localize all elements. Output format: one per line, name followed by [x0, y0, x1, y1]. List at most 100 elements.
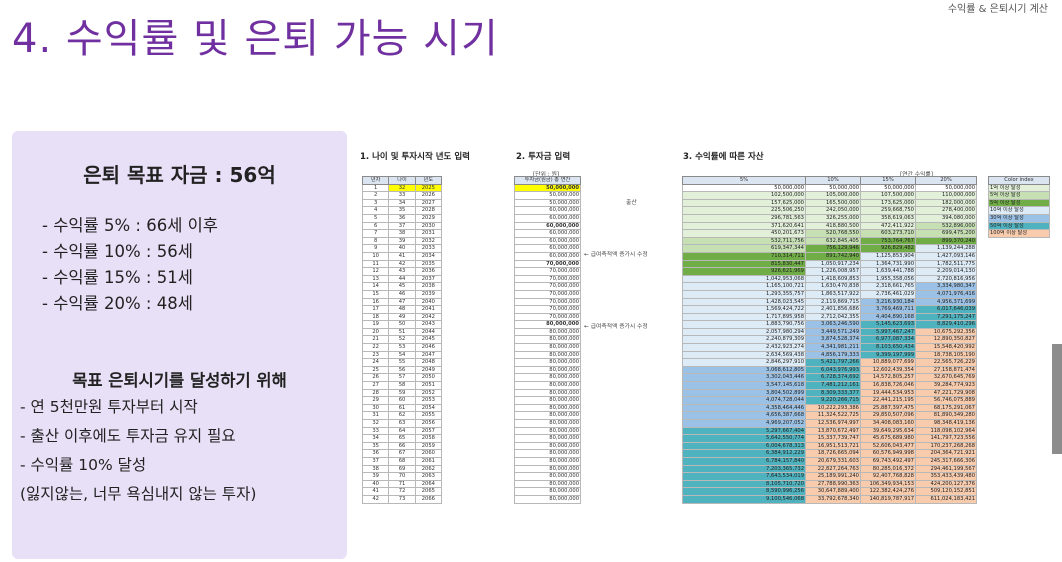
- table-row: 6,384,912,229 18,726,665,094 60,576,949,99…: [682, 449, 977, 458]
- age-cell: 60: [388, 396, 416, 405]
- table-row: 80,000,000: [514, 403, 581, 413]
- year-index-cell: 21: [361, 335, 390, 345]
- calendar-year-cell: 2045: [414, 335, 443, 345]
- asset-cell: 118,098,102,964: [915, 426, 977, 436]
- table-row: 50,000,000: [514, 191, 581, 200]
- investment-cell: 80,000,000: [514, 411, 581, 420]
- asset-cell: 4,071,976,416: [915, 289, 977, 299]
- table-row: 13 44 2037: [361, 274, 443, 284]
- asset-cell: 1,364,731,990: [860, 259, 916, 269]
- table-row: 33 64 2057: [361, 426, 443, 436]
- table-row: 80,000,000: [514, 388, 581, 398]
- age-cell: 62: [388, 411, 416, 420]
- table-row: 10 41 2034: [361, 251, 443, 261]
- asset-cell: 394,080,000: [915, 213, 977, 223]
- table-row: 80,000,000: [514, 373, 581, 383]
- asset-cell: 1,639,441,788: [860, 267, 916, 276]
- calendar-year-cell: 2050: [414, 373, 443, 383]
- plan-title: 목표 은퇴시기를 달성하기 위해: [72, 371, 287, 390]
- table-row: 25 56 2049: [361, 365, 443, 375]
- plan-item: - 수익률 10% 달성: [20, 456, 147, 474]
- year-index-cell: 41: [361, 487, 390, 496]
- table-row: 4 35 2028: [361, 206, 443, 215]
- asset-cell: 3,302,043,446: [682, 373, 806, 383]
- table-row: 5,642,550,774 15,337,739,747 45,675,689,98…: [682, 434, 977, 443]
- asset-cell: 170,237,268,268: [915, 441, 977, 451]
- calendar-year-cell: 2052: [414, 388, 443, 398]
- asset-cell: 182,000,000: [915, 198, 977, 208]
- asset-cell: 358,619,063: [860, 213, 916, 223]
- investment-cell: 80,000,000: [514, 426, 581, 436]
- asset-cell: 4,856,179,333: [805, 350, 861, 360]
- asset-cell: 371,620,641: [682, 221, 806, 231]
- age-col-header: 년차: [361, 176, 390, 185]
- investment-cell: 80,000,000: [514, 343, 581, 352]
- legend-row: 50억 이상 달성: [988, 221, 1050, 231]
- table-row: 80,000,000: [514, 426, 581, 436]
- table-row: 619,347,344 756,129,946 926,829,482 1,139,2…: [682, 244, 977, 253]
- asset-cell: 12,602,439,354: [860, 365, 916, 375]
- table-row: 17 48 2041: [361, 305, 443, 314]
- age-cell: 53: [388, 343, 416, 352]
- table-row: 22 53 2046: [361, 343, 443, 352]
- asset-cell: 603,273,710: [860, 229, 916, 238]
- year-index-cell: 9: [361, 244, 390, 253]
- table-row: 1,293,355,757 1,863,517,922 2,736,461,029 4…: [682, 289, 977, 299]
- year-index-cell: 6: [361, 221, 390, 231]
- year-index-cell: 39: [361, 472, 390, 481]
- calendar-year-cell: 2053: [414, 396, 443, 405]
- asset-cell: 10,889,077,699: [860, 358, 916, 367]
- asset-cell: 1,863,517,922: [805, 289, 861, 299]
- table-row: 37 68 2061: [361, 456, 443, 466]
- asset-cell: 4,956,371,699: [915, 297, 977, 307]
- asset-cell: 20,679,331,603: [805, 456, 861, 466]
- age-cell: 36: [388, 213, 416, 223]
- asset-cell: 1,782,511,775: [915, 259, 977, 269]
- asset-cell: 242,050,000: [805, 206, 861, 215]
- investment-cell: 80,000,000: [514, 403, 581, 413]
- table-row: 30 61 2054: [361, 403, 443, 413]
- slide-title: 4. 수익률 및 은퇴 가능 시기: [12, 16, 499, 62]
- table-row: 1,042,953,068 1,418,609,853 1,955,358,056 2…: [682, 274, 977, 284]
- asset-cell: 2,119,869,715: [805, 297, 861, 307]
- plan-item: (잃지않는, 너무 욕심내지 않는 투자): [20, 485, 257, 503]
- asset-cell: 1,955,358,056: [860, 274, 916, 284]
- age-cell: 52: [388, 335, 416, 345]
- asset-cell: 92,407,768,828: [860, 472, 916, 481]
- section-assets-title: 3. 수익률에 따른 자산: [683, 152, 764, 162]
- investment-cell: 60,000,000: [514, 213, 581, 223]
- table-row: 80,000,000: [514, 456, 581, 466]
- asset-cell: 173,625,000: [860, 198, 916, 208]
- table-row: 926,621,969 1,226,008,957 1,639,441,788 2,2…: [682, 267, 977, 276]
- calendar-year-cell: 2025: [414, 183, 443, 193]
- year-index-cell: 42: [361, 494, 390, 504]
- asset-cell: 2,401,856,686: [805, 305, 861, 314]
- table-row: 50,000,000: [514, 198, 581, 208]
- investment-cell: 60,000,000: [514, 236, 581, 246]
- year-index-cell: 17: [361, 305, 390, 314]
- table-row: 6,784,157,840 20,679,331,603 69,743,492,49…: [682, 456, 977, 466]
- age-cell: 68: [388, 456, 416, 466]
- note-birth: 출산: [626, 200, 637, 206]
- asset-cell: 9,399,197,999: [860, 350, 916, 360]
- asset-cell: 22,441,215,195: [860, 396, 916, 405]
- calendar-year-cell: 2035: [414, 259, 443, 269]
- side-scroll-tab[interactable]: [1052, 344, 1062, 454]
- age-cell: 54: [388, 350, 416, 360]
- asset-cell: 27,158,871,474: [915, 365, 977, 375]
- asset-cell: 47,221,729,908: [915, 388, 977, 398]
- plan-item: - 출산 이후에도 투자금 유지 필요: [20, 427, 236, 445]
- asset-cell: 5,997,467,247: [860, 327, 916, 337]
- table-row: 371,620,641 418,880,500 472,411,922 532,896…: [682, 221, 977, 231]
- asset-cell: 165,500,000: [805, 198, 861, 208]
- calendar-year-cell: 2041: [414, 305, 443, 314]
- asset-cell: 14,572,805,257: [860, 373, 916, 383]
- investment-cell: 60,000,000: [514, 206, 581, 215]
- table-row: 60,000,000: [514, 244, 581, 253]
- year-index-cell: 5: [361, 213, 390, 223]
- asset-cell: 105,000,000: [805, 191, 861, 200]
- asset-cell: 8,590,996,256: [682, 487, 806, 496]
- asset-cell: 2,736,461,029: [860, 289, 916, 299]
- age-cell: 33: [388, 191, 416, 200]
- asset-cell: 1,883,790,756: [682, 320, 806, 329]
